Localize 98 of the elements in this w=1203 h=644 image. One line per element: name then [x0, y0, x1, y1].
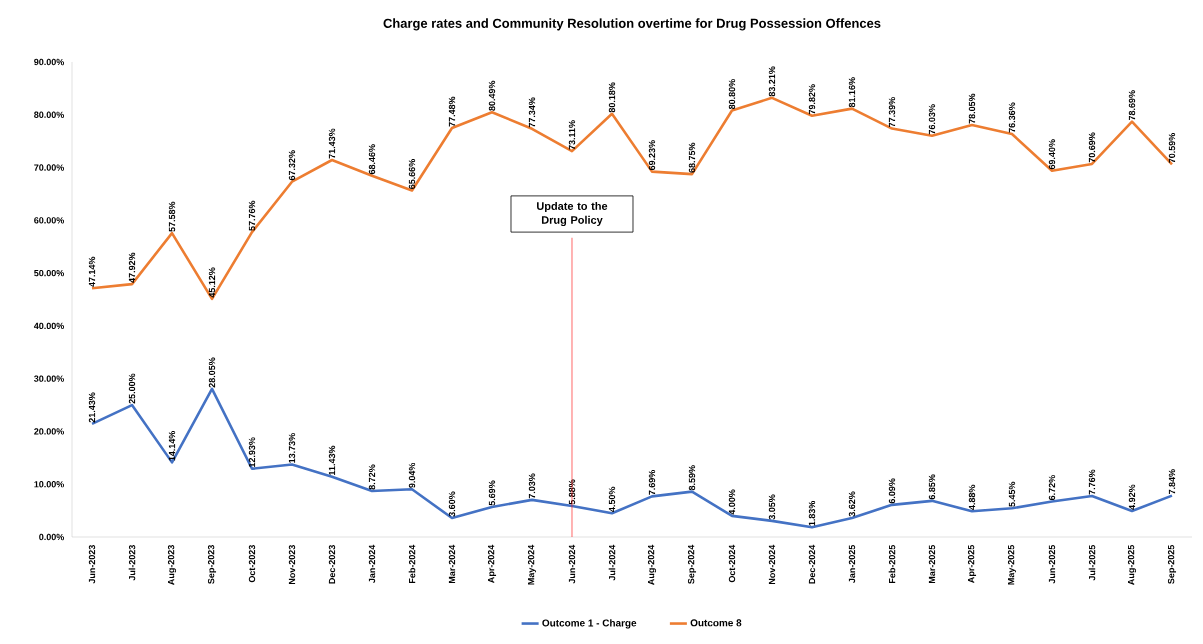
y-tick-label: 60.00%	[34, 217, 64, 224]
y-tick-label: 70.00%	[34, 164, 64, 171]
data-label: 57.76%	[248, 200, 256, 231]
y-tick-label: 0.00%	[39, 533, 64, 541]
data-label: 80.80%	[728, 79, 736, 110]
x-tick-label: Mar-2024	[448, 544, 456, 584]
data-label: 71.43%	[328, 128, 336, 159]
data-label: 4.00%	[728, 489, 736, 515]
x-tick-label: Jan-2024	[368, 544, 376, 584]
y-tick-label: 30.00%	[34, 375, 64, 382]
data-label: 80.18%	[608, 82, 616, 113]
data-label: 3.62%	[848, 491, 856, 517]
x-tick-label: Aug-2023	[167, 545, 177, 585]
data-label: 77.34%	[528, 97, 536, 128]
data-label: 4.50%	[608, 486, 616, 512]
data-label: 13.73%	[288, 433, 296, 463]
x-tick-label: Sep-2023	[207, 545, 217, 584]
x-tick-label: Aug-2025	[1127, 545, 1137, 585]
data-label: 47.92%	[128, 252, 136, 283]
data-label: 7.76%	[1088, 469, 1096, 495]
x-tick-label: Mar-2025	[928, 545, 936, 584]
data-label: 83.21%	[768, 66, 776, 97]
x-tick-label: Oct-2024	[728, 544, 736, 583]
ref-line-label: Update to the Drug Policy	[537, 201, 608, 227]
data-label: 80.49%	[488, 80, 496, 111]
x-tick-label: Jan-2025	[848, 545, 856, 584]
x-tick-label: Jul-2023	[128, 545, 136, 581]
x-tick-label: Sep-2024	[687, 544, 697, 584]
data-label: 6.09%	[888, 478, 896, 504]
data-label: 69.40%	[1048, 139, 1056, 170]
legend-label: Outcome 8	[690, 619, 742, 627]
data-label: 67.32%	[288, 150, 296, 181]
data-label: 11.43%	[328, 445, 336, 475]
y-tick-label: 10.00%	[34, 481, 64, 488]
data-label: 1.83%	[808, 500, 816, 526]
chart-title: Charge rates and Community Resolution overtime for Drug Possession Offences	[383, 18, 881, 31]
data-label: 5.45%	[1008, 481, 1016, 507]
data-label: 68.46%	[368, 144, 376, 175]
data-label: 45.12%	[208, 267, 216, 298]
data-label: 6.85%	[928, 474, 936, 500]
x-tick-label: Nov-2024	[768, 544, 776, 585]
y-tick-label: 90.00%	[34, 58, 64, 66]
data-label: 73.11%	[568, 120, 576, 150]
data-label: 70.59%	[1168, 133, 1176, 163]
x-tick-label: Feb-2025	[888, 545, 896, 584]
x-tick-label: May-2025	[1007, 545, 1017, 585]
data-label: 77.48%	[448, 96, 456, 127]
data-label: 25.00%	[128, 373, 136, 404]
x-tick-label: Dec-2024	[808, 544, 816, 584]
y-tick-label: 20.00%	[34, 428, 64, 435]
x-tick-label: Jul-2024	[608, 544, 616, 581]
data-label: 5.69%	[488, 480, 496, 506]
data-label: 47.14%	[88, 256, 96, 287]
data-label: 8.59%	[688, 465, 696, 491]
y-tick-label: 80.00%	[34, 111, 64, 118]
data-label: 69.23%	[648, 140, 656, 171]
data-label: 7.03%	[528, 473, 536, 499]
data-label: 77.39%	[888, 97, 896, 127]
legend-label: Outcome 1 - Charge	[542, 619, 637, 629]
x-tick-label: Sep-2025	[1167, 545, 1177, 584]
data-label: 65.66%	[408, 159, 416, 189]
data-label: 21.43%	[88, 392, 96, 423]
data-label: 78.05%	[968, 93, 976, 124]
data-label: 6.72%	[1048, 475, 1056, 501]
y-tick-label: 50.00%	[34, 269, 64, 277]
x-tick-label: Apr-2024	[487, 544, 497, 583]
data-label: 3.05%	[768, 494, 776, 520]
data-label: 9.04%	[408, 462, 416, 488]
data-label: 12.93%	[248, 437, 256, 467]
data-label: 76.03%	[928, 104, 936, 135]
data-label: 3.60%	[448, 491, 456, 517]
x-tick-label: May-2024	[527, 544, 537, 585]
data-label: 57.58%	[168, 201, 176, 232]
x-tick-label: Feb-2024	[408, 544, 416, 584]
data-label: 8.72%	[368, 464, 376, 490]
x-tick-label: Aug-2024	[647, 544, 657, 585]
data-label: 70.69%	[1088, 132, 1096, 163]
x-tick-label: Dec-2023	[328, 545, 336, 584]
data-label: 5.88%	[568, 479, 576, 505]
data-label: 79.82%	[808, 84, 816, 115]
data-label: 81.16%	[848, 77, 856, 108]
x-tick-label: Jun-2024	[568, 544, 576, 584]
data-label: 14.14%	[168, 431, 176, 461]
data-label: 4.88%	[968, 484, 976, 510]
data-label: 4.92%	[1128, 484, 1136, 510]
x-tick-label: Oct-2023	[248, 545, 256, 583]
data-label: 76.36%	[1008, 102, 1016, 133]
y-tick-label: 40.00%	[33, 322, 64, 330]
x-tick-label: Jun-2023	[88, 545, 96, 584]
data-label: 7.69%	[648, 470, 656, 495]
x-tick-label: Nov-2023	[288, 545, 296, 585]
data-label: 28.05%	[208, 357, 216, 388]
data-label: 78.69%	[1128, 90, 1136, 121]
x-tick-label: Jun-2025	[1048, 545, 1056, 584]
x-tick-label: Apr-2025	[967, 545, 977, 583]
data-label: 68.75%	[688, 142, 696, 173]
data-label: 7.84%	[1168, 469, 1176, 495]
x-tick-label: Jul-2025	[1088, 545, 1096, 581]
